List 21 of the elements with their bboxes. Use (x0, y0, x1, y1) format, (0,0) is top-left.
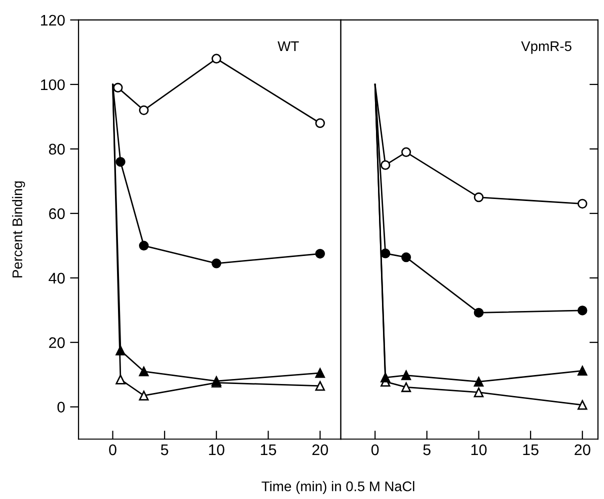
y-axis-title: Percent Binding (12, 181, 26, 278)
y-tick-label: 80 (48, 144, 65, 155)
y-tick-label: 120 (41, 14, 65, 26)
text: WT (278, 41, 299, 51)
x-tick-label: 10 (471, 444, 487, 456)
y-tick-label: 40 (48, 272, 65, 284)
y-tick-label: 100 (41, 79, 65, 90)
x-tick-label: 5 (423, 444, 430, 456)
x-tick-label: 15 (260, 444, 276, 456)
x-tick-label: 5 (160, 444, 168, 456)
y-tick-label: 60 (49, 208, 65, 220)
x-tick-label: 0 (371, 444, 379, 456)
x-tick-label: 15 (523, 444, 538, 456)
text: VpmR-5 (521, 41, 572, 54)
x-tick-label: 0 (109, 444, 116, 456)
x-axis-title: Time (min) in 0.5 M NaCl (262, 481, 414, 494)
x-tick-label: 10 (209, 444, 224, 456)
x-tick-label: 20 (574, 444, 590, 456)
x-tick-label: 20 (312, 444, 328, 456)
y-tick-label: 0 (57, 402, 65, 413)
y-tick-label: 20 (49, 337, 65, 348)
